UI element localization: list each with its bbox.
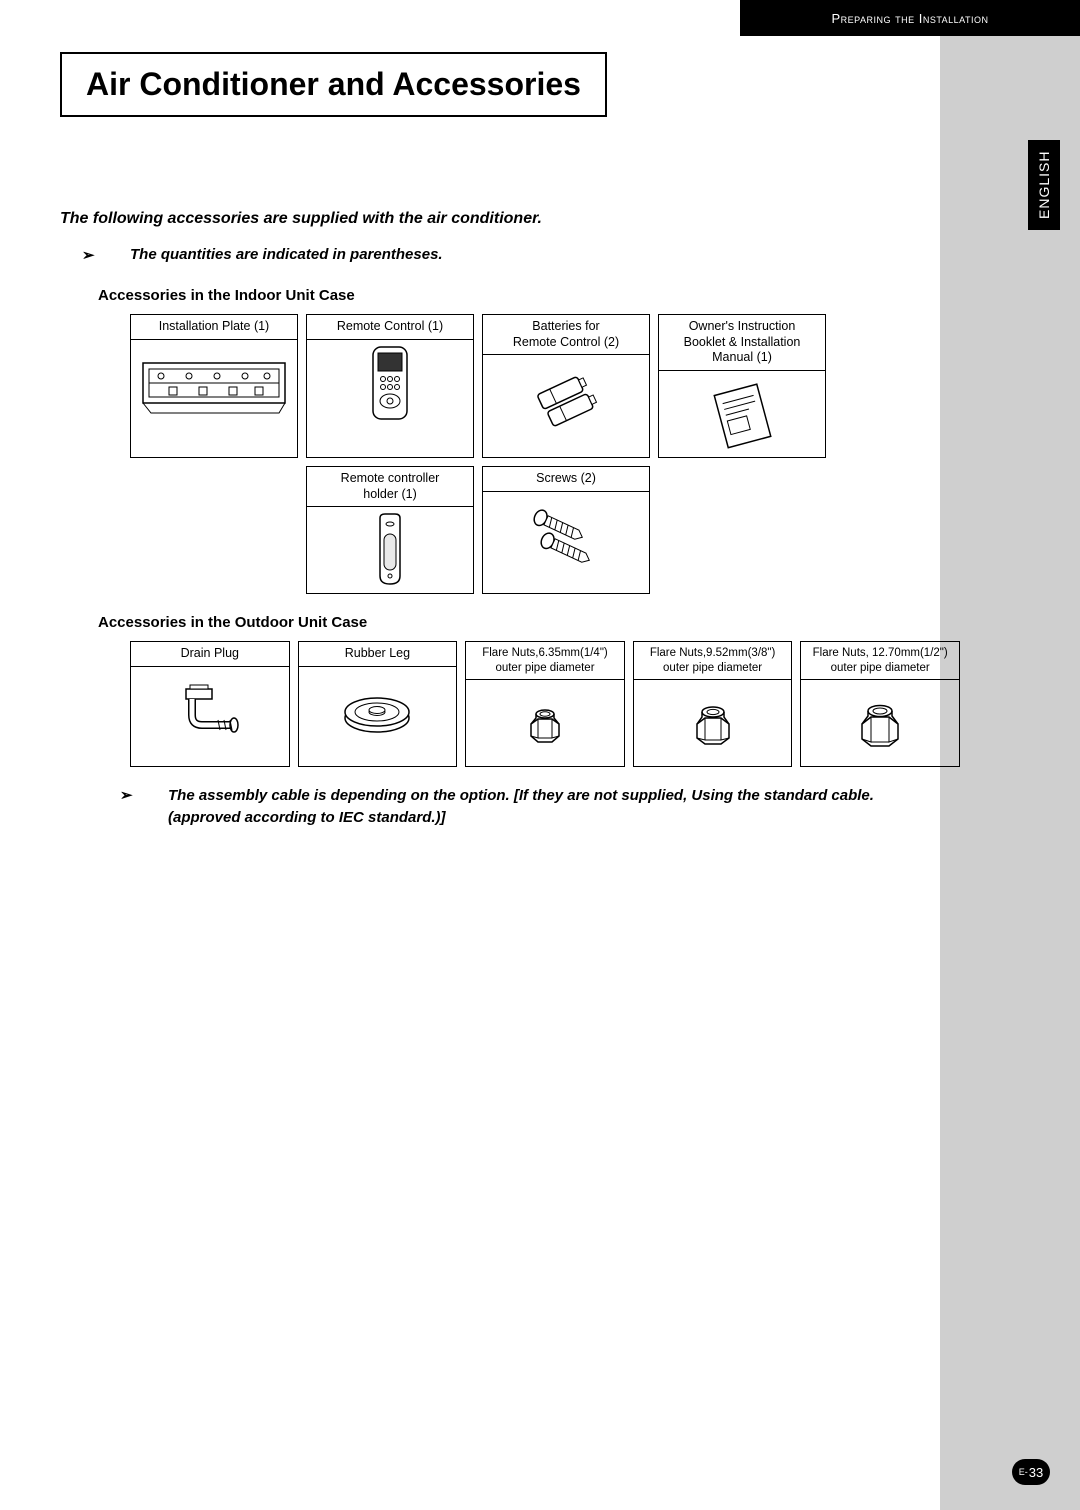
screws-icon — [483, 492, 649, 578]
page-number: E-33 — [1012, 1459, 1050, 1485]
language-text: ENGLISH — [1036, 151, 1052, 219]
nut-icon — [466, 680, 624, 766]
remote-icon — [307, 340, 473, 426]
indoor-row-1: Installation Plate (1) — [130, 314, 960, 458]
cell-holder: Remote controller holder (1) — [306, 466, 474, 594]
holder-icon — [307, 507, 473, 593]
page-number-prefix: E- — [1019, 1467, 1028, 1477]
install-plate-icon — [131, 340, 297, 426]
page-number-num: 33 — [1029, 1465, 1043, 1480]
cell-screws: Screws (2) — [482, 466, 650, 594]
cell-label: Screws (2) — [483, 467, 649, 492]
nut-icon — [634, 680, 792, 766]
batteries-icon — [483, 355, 649, 441]
cell-batteries: Batteries for Remote Control (2) — [482, 314, 650, 458]
cell-flare-nut-1-4: Flare Nuts,6.35mm(1/4") outer pipe diame… — [465, 641, 625, 767]
cell-install-plate: Installation Plate (1) — [130, 314, 298, 458]
manual-icon — [659, 371, 825, 457]
cell-label: Remote controller holder (1) — [307, 467, 473, 507]
indoor-heading: Accessories in the Indoor Unit Case — [98, 287, 960, 304]
outdoor-row-1: Drain Plug Rubber Leg — [130, 641, 960, 767]
cell-flare-nut-3-8: Flare Nuts,9.52mm(3/8") outer pipe diame… — [633, 641, 793, 767]
sub-intro-text: The quantities are indicated in parenthe… — [130, 246, 960, 263]
cell-manual: Owner's Instruction Booklet & Installati… — [658, 314, 826, 458]
header-text: Preparing the Installation — [831, 11, 988, 26]
language-tab: ENGLISH — [1028, 140, 1060, 230]
cell-label: Flare Nuts, 12.70mm(1/2") outer pipe dia… — [801, 642, 959, 680]
drain-plug-icon — [131, 667, 289, 753]
cell-label: Flare Nuts,9.52mm(3/8") outer pipe diame… — [634, 642, 792, 680]
intro-text: The following accessories are supplied w… — [60, 210, 960, 228]
cell-label: Drain Plug — [131, 642, 289, 667]
indoor-row-2: Remote controller holder (1) Screws (2) — [306, 466, 960, 594]
cell-rubber-leg: Rubber Leg — [298, 641, 458, 767]
page-title-box: Air Conditioner and Accessories — [60, 52, 607, 117]
cell-remote: Remote Control (1) — [306, 314, 474, 458]
cell-label: Owner's Instruction Booklet & Installati… — [659, 315, 825, 371]
content-area: The following accessories are supplied w… — [60, 210, 960, 830]
cell-label: Batteries for Remote Control (2) — [483, 315, 649, 355]
footer-note: The assembly cable is depending on the o… — [168, 785, 928, 830]
nut-icon — [801, 680, 959, 766]
cell-drain-plug: Drain Plug — [130, 641, 290, 767]
header-section-label: Preparing the Installation — [740, 0, 1080, 36]
cell-label: Remote Control (1) — [307, 315, 473, 340]
page-title: Air Conditioner and Accessories — [86, 66, 581, 103]
rubber-leg-icon — [299, 667, 457, 753]
cell-label: Installation Plate (1) — [131, 315, 297, 340]
cell-label: Rubber Leg — [299, 642, 457, 667]
cell-flare-nut-1-2: Flare Nuts, 12.70mm(1/2") outer pipe dia… — [800, 641, 960, 767]
cell-label: Flare Nuts,6.35mm(1/4") outer pipe diame… — [466, 642, 624, 680]
outdoor-heading: Accessories in the Outdoor Unit Case — [98, 614, 960, 631]
